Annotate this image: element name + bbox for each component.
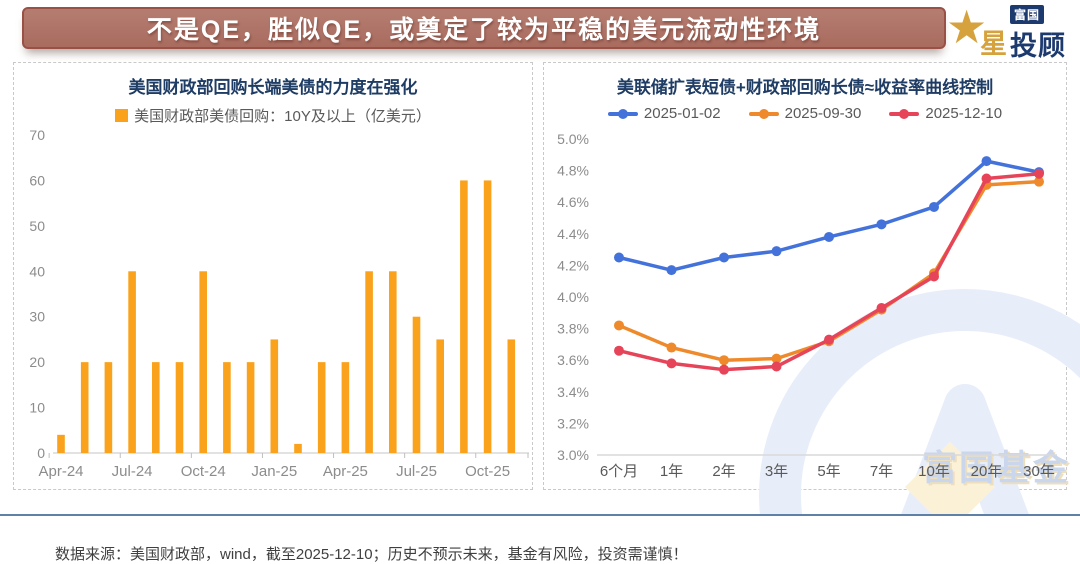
svg-text:7年: 7年	[870, 463, 893, 480]
svg-text:Jul-25: Jul-25	[396, 463, 437, 480]
svg-text:50: 50	[29, 218, 45, 234]
brand-star-char: 星	[980, 29, 1007, 59]
svg-text:4.0%: 4.0%	[557, 289, 589, 305]
bars	[57, 180, 516, 453]
svg-text:3.4%: 3.4%	[557, 384, 589, 400]
series-2025-01-02	[614, 156, 1044, 276]
page-title: 不是QE，胜似QE，或奠定了较为平稳的美元流动性环境	[146, 16, 822, 44]
svg-text:5.0%: 5.0%	[557, 131, 589, 147]
data-source-note: 数据来源：美国财政部，wind，截至2025-12-10；历史不预示未来，基金有…	[55, 546, 688, 563]
svg-text:10: 10	[29, 400, 45, 416]
svg-text:6个月: 6个月	[600, 463, 638, 480]
svg-text:2年: 2年	[712, 463, 735, 480]
svg-text:3年: 3年	[765, 463, 788, 480]
legend-item: 2025-01-02	[607, 105, 721, 122]
svg-text:3.0%: 3.0%	[557, 447, 589, 463]
line-chart-legend: 2025-01-02 2025-09-30 2025-12-10	[544, 105, 1066, 122]
svg-text:70: 70	[29, 127, 45, 143]
svg-text:1年: 1年	[660, 463, 683, 480]
line-chart-title: 美联储扩表短债+财政部回购长债≈收益率曲线控制	[616, 78, 994, 97]
svg-text:30年: 30年	[1023, 463, 1055, 480]
svg-text:4.6%: 4.6%	[557, 194, 589, 210]
legend-label: 2025-12-10	[925, 105, 1003, 122]
bar-x-axis: Apr-24 Jul-24 Oct-24 Jan-25 Apr-25 Jul-25 Oct-…	[38, 453, 529, 480]
svg-text:Jan-25: Jan-25	[251, 463, 297, 480]
bar-chart-legend: 美国财政部美债回购：10Y及以上（亿美元）	[14, 105, 532, 126]
legend-line-icon	[607, 108, 638, 119]
legend-item: 2025-09-30	[748, 105, 862, 122]
svg-text:20: 20	[29, 354, 45, 370]
line-chart-panel: 美联储扩表短债+财政部回购长债≈收益率曲线控制 2025-01-02 2025-0…	[543, 62, 1067, 490]
svg-text:Oct-24: Oct-24	[181, 463, 226, 480]
svg-text:10年: 10年	[918, 463, 950, 480]
line-x-axis: 6个月 1年 2年 3年 5年 7年 10年 20年 30年	[600, 463, 1055, 480]
legend-line-icon	[748, 108, 779, 119]
svg-text:40: 40	[29, 263, 45, 279]
svg-text:3.2%: 3.2%	[557, 415, 589, 431]
svg-text:4.8%: 4.8%	[557, 163, 589, 179]
svg-text:Jul-24: Jul-24	[112, 463, 153, 480]
legend-item: 2025-12-10	[889, 105, 1002, 122]
legend-item: 美国财政部美债回购：10Y及以上（亿美元）	[115, 105, 431, 126]
legend-label: 2025-01-02	[643, 105, 721, 122]
line-y-axis: 3.0% 3.2% 3.4% 3.6% 3.8% 4.0% 4.2% 4.4% 4.6% 4.8%…	[557, 131, 589, 463]
bar-chart-title: 美国财政部回购长端美债的力度在强化	[128, 78, 418, 97]
svg-text:60: 60	[29, 172, 45, 188]
legend-label: 2025-09-30	[784, 105, 862, 122]
svg-text:20年: 20年	[971, 463, 1003, 480]
svg-text:5年: 5年	[817, 463, 840, 480]
svg-text:Apr-25: Apr-25	[323, 463, 368, 480]
svg-text:Oct-25: Oct-25	[465, 463, 510, 480]
svg-text:3.6%: 3.6%	[557, 352, 589, 368]
legend-swatch-icon	[115, 109, 129, 122]
svg-text:0: 0	[37, 445, 45, 461]
svg-text:4.4%: 4.4%	[557, 226, 589, 242]
brand-badge: 富国	[1010, 5, 1045, 24]
bar-y-axis: 0 10 20 30 40 50 60 70	[29, 127, 45, 461]
svg-text:30: 30	[29, 309, 45, 325]
svg-text:Apr-24: Apr-24	[38, 463, 83, 480]
svg-text:3.8%: 3.8%	[557, 321, 589, 337]
brand-logo: ★ 富国 星 投顾	[946, 1, 1076, 61]
footer-divider	[0, 514, 1080, 516]
header-banner: 不是QE，胜似QE，或奠定了较为平稳的美元流动性环境	[22, 7, 946, 49]
line-chart: 3.0% 3.2% 3.4% 3.6% 3.8% 4.0% 4.2% 4.4% 4.6% 4.8%…	[557, 131, 1057, 480]
legend-line-icon	[889, 108, 920, 119]
svg-text:4.2%: 4.2%	[557, 257, 589, 273]
star-icon: ★	[946, 1, 988, 53]
brand-name: 投顾	[1010, 31, 1066, 61]
bar-chart-panel: 美国财政部回购长端美债的力度在强化 美国财政部美债回购：10Y及以上（亿美元） …	[13, 62, 533, 490]
legend-label: 美国财政部美债回购：10Y及以上（亿美元）	[134, 108, 431, 125]
